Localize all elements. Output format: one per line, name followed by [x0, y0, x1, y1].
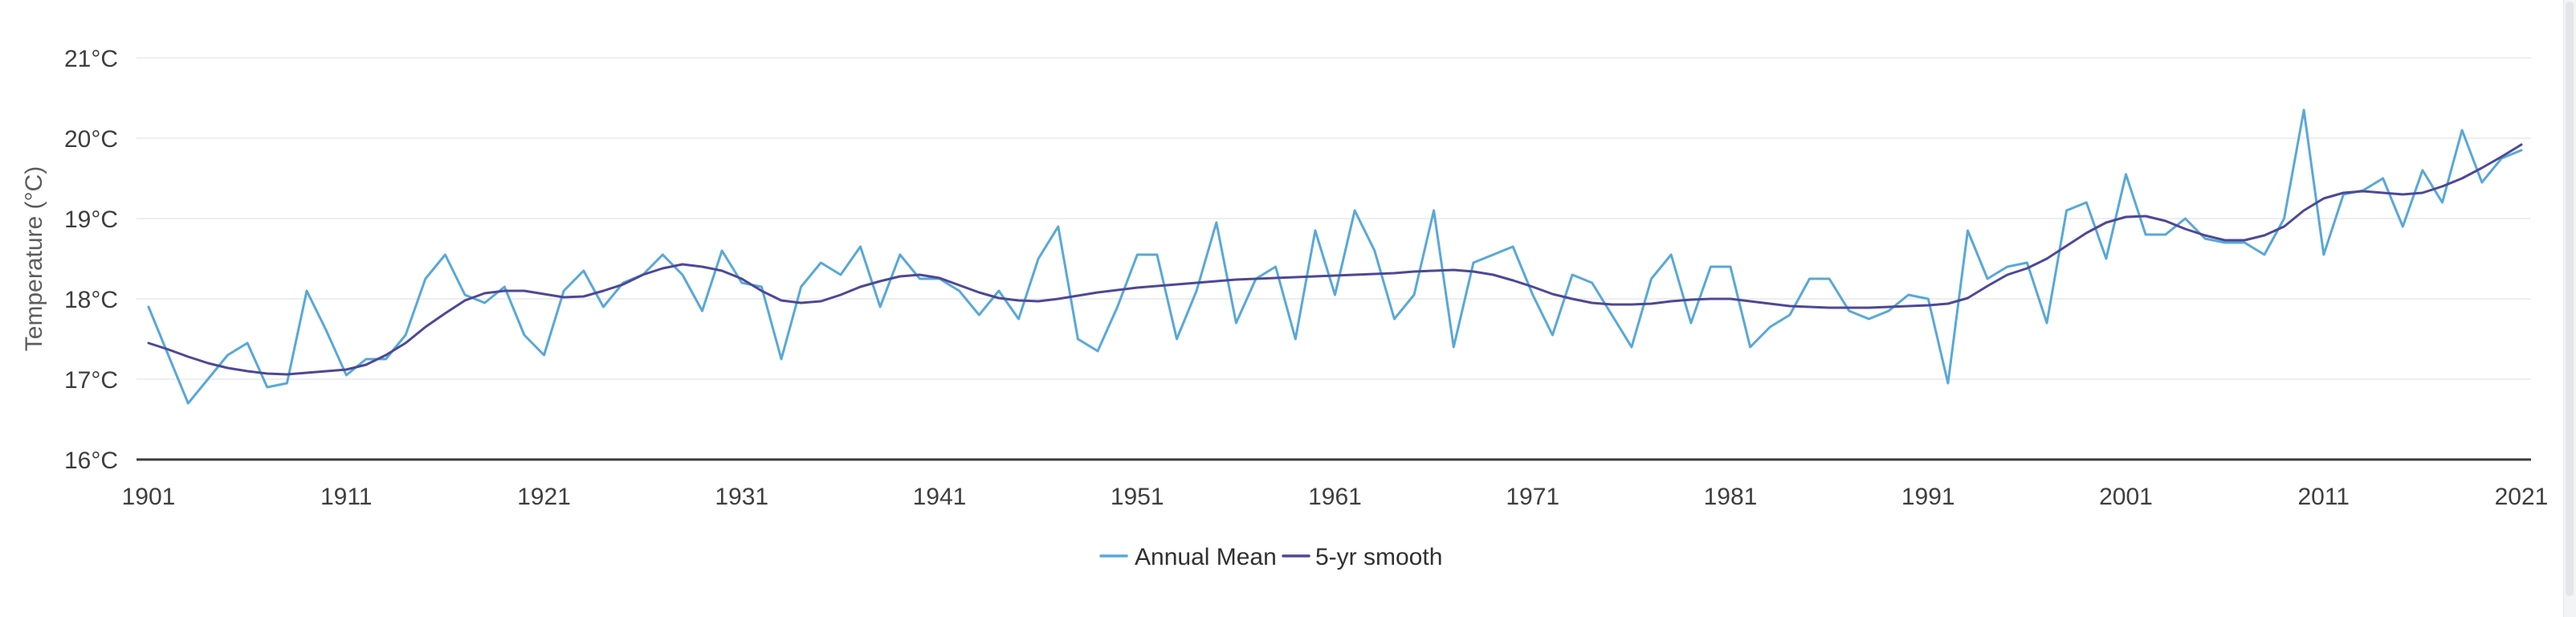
scrollbar-thumb[interactable]	[2566, 2, 2574, 596]
y-tick-label: 16°C	[64, 447, 118, 474]
x-tick-label: 1951	[1111, 484, 1164, 510]
x-tick-label: 1921	[517, 484, 571, 510]
x-tick-label: 1901	[122, 484, 176, 510]
x-tick-label: 1931	[715, 484, 768, 510]
y-tick-label: 17°C	[64, 367, 118, 394]
y-tick-label: 19°C	[64, 206, 118, 233]
five-yr-smooth-line	[147, 143, 2523, 376]
x-tick-label: 2021	[2495, 484, 2549, 510]
x-tick-label: 1991	[1901, 484, 1955, 510]
y-tick-label: 21°C	[64, 46, 118, 72]
y-axis-layer: 21°C 20°C 19°C 18°C 17°C 16°C Temperature (°C)	[21, 46, 118, 474]
x-tick-label: 1961	[1308, 484, 1362, 510]
legend: Annual Mean 5-yr smooth	[1099, 544, 1442, 570]
annual-mean-line	[147, 108, 2523, 405]
vertical-scrollbar[interactable]	[2563, 0, 2576, 617]
x-tick-label: 2001	[2099, 484, 2153, 510]
y-axis-title: Temperature (°C)	[21, 166, 47, 351]
x-axis-layer: 1901 1911 1921 1931 1941 1951 1961 1971 1981 1991…	[122, 484, 2549, 510]
x-tick-label: 1911	[320, 484, 373, 510]
x-tick-label: 1971	[1506, 484, 1559, 510]
legend-item-label: 5-yr smooth	[1315, 544, 1442, 570]
series-layer	[147, 108, 2523, 405]
y-tick-label: 20°C	[64, 126, 118, 153]
y-tick-label: 18°C	[64, 287, 118, 313]
legend-item-annual-mean[interactable]: Annual Mean	[1099, 544, 1277, 570]
legend-item-label: Annual Mean	[1135, 544, 1277, 570]
gridlines-layer	[137, 57, 2531, 461]
x-tick-label: 2011	[2297, 484, 2350, 510]
x-tick-label: 1981	[1704, 484, 1758, 510]
x-tick-label: 1941	[913, 484, 967, 510]
legend-item-five-yr-smooth[interactable]: 5-yr smooth	[1282, 544, 1442, 570]
